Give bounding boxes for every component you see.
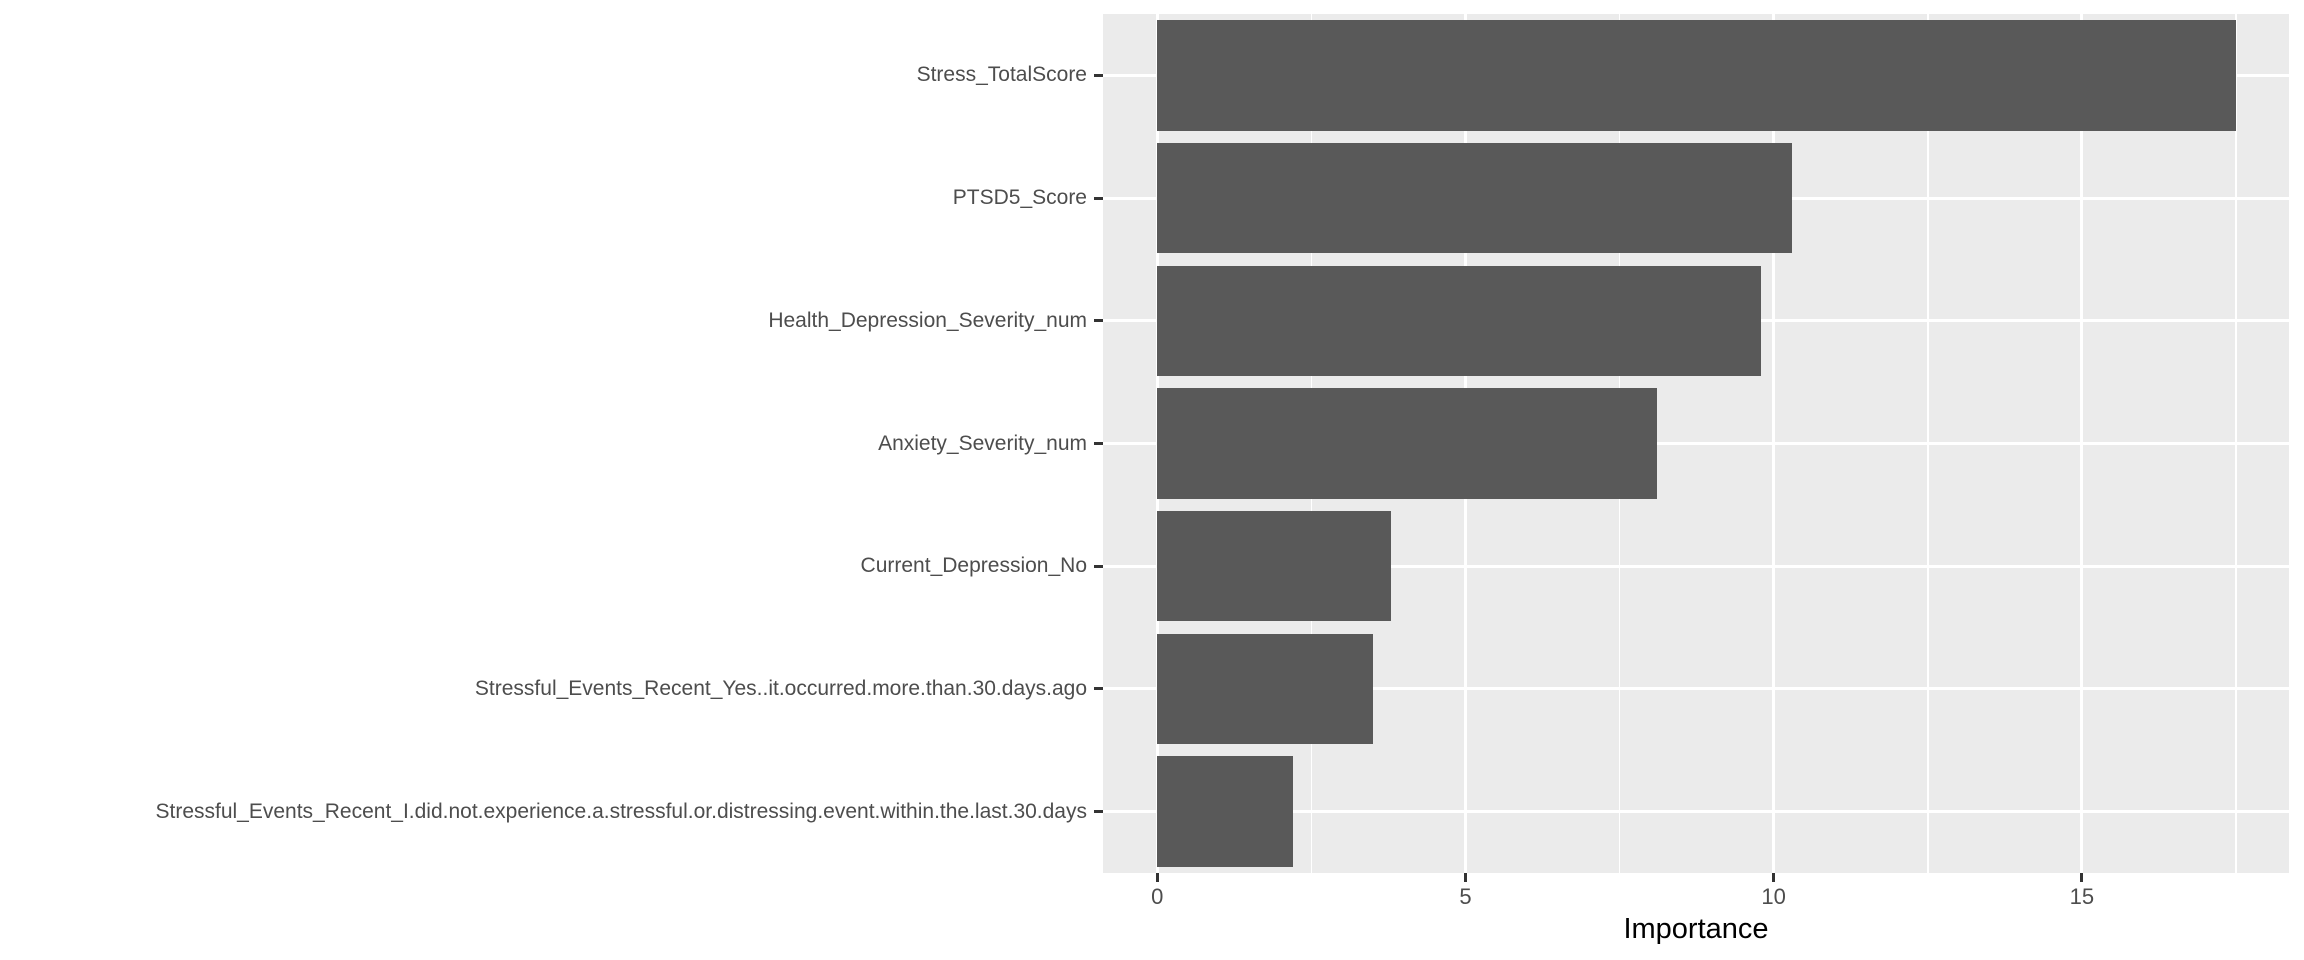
x-axis-tick-label: 0 xyxy=(1151,884,1164,909)
y-axis-tick xyxy=(1094,73,1103,77)
importance-bar xyxy=(1157,633,1373,745)
importance-bar xyxy=(1157,265,1762,376)
y-axis-label: Anxiety_Severity_num xyxy=(878,431,1087,455)
x-axis-tick xyxy=(1772,873,1776,882)
x-axis-tick xyxy=(2080,873,2084,882)
y-axis-tick xyxy=(1094,687,1103,691)
gridline-major-vertical xyxy=(1772,14,1776,873)
x-axis-tick xyxy=(1463,873,1467,882)
y-axis-label: Stress_TotalScore xyxy=(916,63,1087,87)
gridline-minor-vertical xyxy=(2235,14,2237,873)
gridline-minor-vertical xyxy=(1927,14,1929,873)
importance-bar xyxy=(1157,20,2236,131)
gridline-major-horizontal xyxy=(1103,564,2289,568)
importance-bar xyxy=(1157,388,1657,499)
plot-panel xyxy=(1103,14,2289,873)
y-axis-label: PTSD5_Score xyxy=(952,186,1087,210)
gridline-major-horizontal xyxy=(1103,810,2289,814)
y-axis-tick xyxy=(1094,810,1103,814)
gridline-major-vertical xyxy=(2080,14,2084,873)
y-axis-tick xyxy=(1094,442,1103,445)
x-axis-tick xyxy=(1155,873,1159,882)
importance-bar xyxy=(1157,756,1293,867)
x-axis-tick-label: 10 xyxy=(1761,884,1786,909)
y-axis-tick xyxy=(1094,196,1103,200)
y-axis-tick xyxy=(1094,319,1103,323)
importance-bar xyxy=(1157,142,1793,254)
y-axis-label: Health_Depression_Severity_num xyxy=(768,308,1087,332)
x-axis-tick-label: 15 xyxy=(2069,884,2095,909)
gridline-major-horizontal xyxy=(1103,442,2289,445)
y-axis-label: Current_Depression_No xyxy=(860,554,1087,578)
gridline-major-horizontal xyxy=(1103,687,2289,691)
y-axis-tick xyxy=(1094,564,1103,568)
x-axis-tick-label: 5 xyxy=(1459,884,1472,909)
importance-bar xyxy=(1157,510,1392,622)
x-axis-title: Importance xyxy=(1623,913,1769,945)
y-axis-label: Stressful_Events_Recent_I.did.not.experi… xyxy=(155,799,1087,823)
y-axis-label: Stressful_Events_Recent_Yes..it.occurred… xyxy=(474,676,1087,700)
